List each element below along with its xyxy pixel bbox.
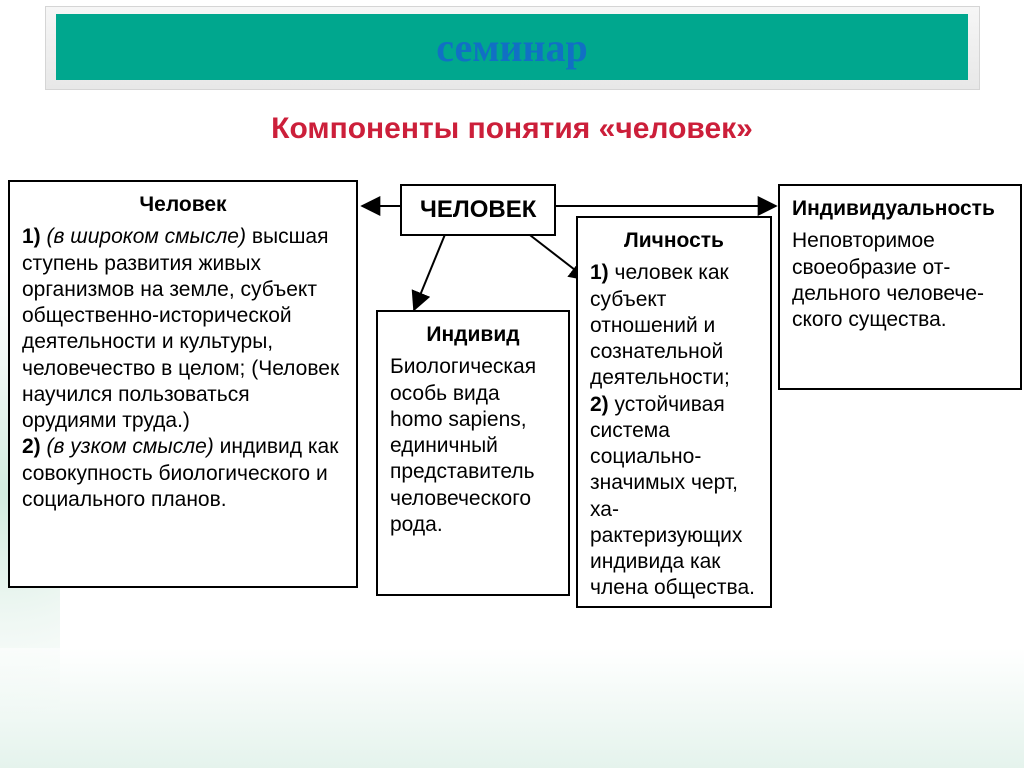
node-chelovek-title: Человек [22,192,344,218]
text: (в узком смысле) [47,435,220,458]
text: 1) [590,261,615,284]
diagram-canvas: семинар Компоненты понятия «человек» ЧЕЛ… [0,0,1024,768]
text: (в широком смысле) [47,225,252,248]
text: устойчивая сис­тема социально-значимых ч… [590,393,755,600]
node-lichnost-title: Личность [590,228,758,254]
page-title: семинар [436,24,588,71]
edge-root-to-individ [414,232,446,310]
text: высшая ступень развития живых организ­мо… [22,225,339,432]
text: 1) [22,225,47,248]
root-node: ЧЕЛОВЕК [400,184,556,236]
node-individ-title: Индивид [390,322,556,348]
node-individualnost-title: Индивидуальность [792,196,1008,222]
text: 2) [22,435,47,458]
node-individ-body: Биологическая особь вида homo sapiens, е… [390,354,556,538]
bg-accent-bottom [0,648,1024,768]
node-individ: Индивид Биологическая особь вида homo sa… [376,310,570,596]
node-lichnost: Личность 1) человек как субъект отношени… [576,216,772,608]
node-lichnost-body: 1) человек как субъект отношений и созна… [590,260,758,601]
node-individualnost-body: Неповторимое своеобразие от­дельного чел… [792,228,1008,333]
node-chelovek: Человек 1) (в широком смысле) высшая сту… [8,180,358,588]
title-bar-inner: семинар [56,14,968,80]
node-chelovek-body: 1) (в широком смысле) высшая ступень раз… [22,224,344,513]
diagram-subtitle: Компоненты понятия «человек» [0,112,1024,146]
node-individualnost: Индивидуальность Неповторимое своеобрази… [778,184,1022,390]
root-label: ЧЕЛОВЕК [420,196,536,223]
text: 2) [590,393,615,416]
